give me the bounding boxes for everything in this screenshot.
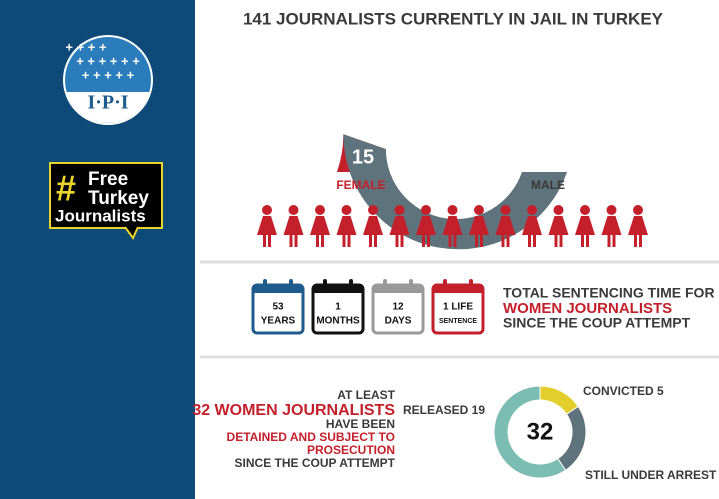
female-icon-body (575, 216, 595, 247)
segment-label: CONVICTED 5 (583, 384, 664, 398)
female-icon-body (389, 216, 410, 247)
calendar: 1 MONTHS (311, 279, 365, 335)
female-icon-body (522, 216, 542, 247)
detained-text: AT LEAST (337, 388, 395, 402)
calendar-ring (323, 279, 327, 290)
hashtag-badge: # Free Turkey Journalists (49, 162, 163, 240)
sentencing-text: SINCE THE COUP ATTEMPT (503, 315, 691, 331)
ipi-logo: + + + ++ + + + + ++ + + + + I·P·I (63, 35, 153, 125)
segment-label: RELEASED 19 (403, 403, 485, 417)
tag-line: Journalists (55, 206, 146, 225)
svg-text:+ + + +: + + + + (65, 39, 107, 54)
svg-text:+ + + + +: + + + + + (82, 67, 135, 82)
female-icon-body (495, 216, 516, 247)
female-icon-body (469, 216, 489, 247)
female-icon-head (394, 205, 405, 215)
detained-text: SINCE THE COUP ATTEMPT (235, 456, 396, 470)
female-icon-head (553, 205, 564, 215)
calendar-ring (409, 279, 413, 290)
tag-line: Free (88, 169, 128, 190)
calendar-ring (469, 279, 473, 290)
calendar-top (433, 285, 483, 293)
female-icon-head (262, 205, 272, 215)
detained-text: HAVE BEEN (326, 417, 395, 431)
female-icon-head (606, 205, 617, 215)
calendar-top (253, 285, 303, 293)
calendar-number: 53 (272, 302, 284, 313)
calendar-unit: DAYS (385, 316, 412, 327)
detained-text: 32 WOMEN JOURNALISTS (192, 402, 395, 419)
female-icon-head (315, 205, 325, 215)
calendar-number: 1 LIFE (443, 302, 473, 313)
calendar: 1 LIFE SENTENCE (431, 279, 485, 335)
sentencing-text: WOMEN JOURNALISTS (503, 300, 672, 317)
category-label: STILL UNDER ARREST (585, 468, 717, 482)
female-icon-body (363, 216, 383, 247)
calendar-unit: MONTHS (316, 316, 360, 327)
female-icon-body (257, 216, 277, 247)
female-icon-body (283, 216, 304, 247)
detained-text: PROSECUTION (307, 443, 395, 457)
calendar-top (313, 285, 363, 293)
calendar-ring (383, 279, 387, 290)
female-icon-body (310, 216, 330, 247)
value-label: 19 (472, 403, 486, 417)
female-icon-body (416, 216, 436, 247)
calendar-ring (349, 279, 353, 290)
calendar-top (373, 285, 423, 293)
category-label: RELEASED (403, 403, 469, 417)
logo-text: I·P·I (87, 92, 128, 114)
female-icon-body (336, 216, 357, 247)
calendar-ring (289, 279, 293, 290)
category-label: CONVICTED (583, 384, 654, 398)
female-icon-head (368, 205, 378, 215)
female-icon-head (527, 205, 537, 215)
female-icon-body (628, 216, 648, 247)
female-icon-body (601, 216, 622, 247)
female-icon-head (500, 205, 511, 215)
segment-label: STILL UNDER ARREST 8 (585, 468, 719, 482)
sentencing-text: TOTAL SENTENCING TIME FOR (503, 285, 715, 301)
hash: # (56, 168, 76, 209)
female-icon-head (633, 205, 643, 215)
category-label: FEMALE (336, 178, 385, 192)
donut-hole (509, 401, 571, 463)
calendar-unit: YEARS (261, 316, 296, 327)
female-icon-head (341, 205, 352, 215)
calendar-number: 12 (392, 302, 404, 313)
svg-text:+ + + + + +: + + + + + + (76, 53, 140, 68)
calendar: 53 YEARS (251, 279, 305, 335)
female-icon-head (288, 205, 299, 215)
donut-segment (493, 385, 567, 479)
detained-text: DETAINED AND SUBJECT TO (227, 430, 395, 444)
value-label: 15 (352, 146, 374, 168)
value-label: 126 (528, 146, 561, 168)
female-icon-body (548, 216, 569, 247)
calendar-number: 1 (335, 302, 341, 313)
value-label: 5 (657, 384, 664, 398)
category-label: MALE (531, 178, 565, 192)
calendar: 12 DAYS (371, 279, 425, 335)
female-icon-head (474, 205, 484, 215)
calendar-ring (263, 279, 267, 290)
female-icon-head (580, 205, 590, 215)
female-icon-head (447, 205, 458, 215)
calendar-ring (443, 279, 447, 290)
title: 141 JOURNALISTS CURRENTLY IN JAIL IN TUR… (243, 9, 664, 28)
female-icons (257, 205, 648, 247)
female-icon-head (421, 205, 431, 215)
calendar-unit: SENTENCE (439, 318, 477, 325)
tag-line: Turkey (88, 188, 149, 209)
donut-total: 32 (527, 418, 554, 445)
female-icon-body (442, 216, 463, 247)
